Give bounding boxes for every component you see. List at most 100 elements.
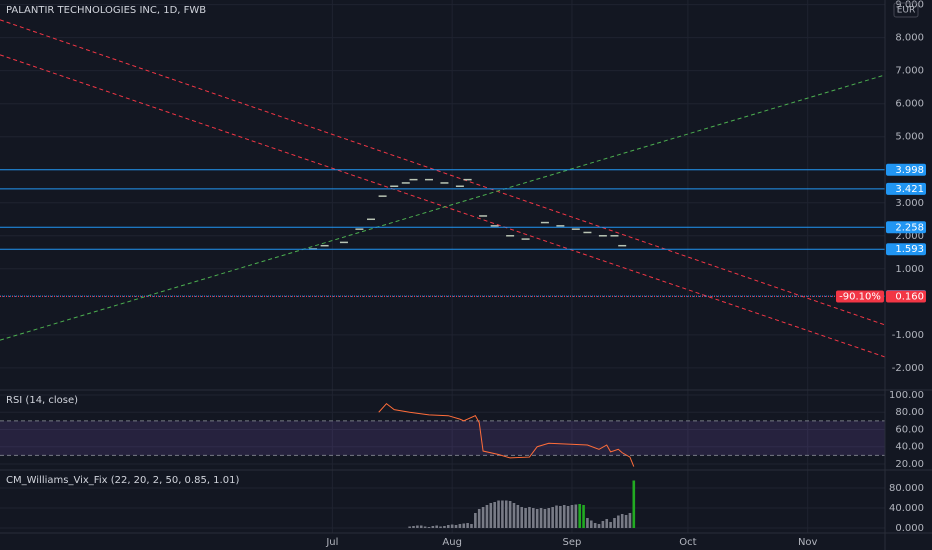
vix-bar — [574, 504, 578, 528]
vix-bar — [528, 507, 531, 528]
y-tick-label: 8.000 — [895, 33, 924, 44]
vix-bar — [462, 523, 466, 528]
vix-bar — [443, 526, 446, 528]
vix-bar — [543, 509, 547, 528]
vix-bar — [551, 507, 554, 528]
vix-bar — [419, 525, 423, 528]
rsi-band — [0, 420, 885, 456]
y-tick-label: 20.00 — [895, 459, 924, 470]
vix-bar — [628, 513, 632, 528]
y-tick-label: -2.000 — [892, 363, 924, 374]
vix-bar — [539, 508, 543, 528]
vix-bar — [493, 502, 496, 528]
vix-bar — [597, 524, 601, 528]
vix-bar — [481, 507, 485, 528]
vix-bar — [620, 514, 624, 528]
vix-bar — [466, 523, 469, 528]
level-label-box — [886, 182, 926, 195]
trend-line — [0, 54, 886, 358]
y-tick-label: 9.000 — [895, 0, 924, 11]
vix-bar — [435, 525, 439, 528]
y-tick-label: 3.000 — [895, 198, 924, 209]
vix-bar — [516, 505, 520, 528]
vix-bar — [547, 508, 551, 528]
vix-bar — [450, 524, 454, 528]
vix-bar — [601, 521, 605, 528]
vix-bar — [593, 523, 597, 528]
vix-bar — [408, 526, 411, 528]
vix-bar — [477, 509, 481, 528]
vix-bar — [535, 509, 539, 528]
level-label: 2.258 — [895, 222, 924, 233]
change-box — [836, 290, 884, 303]
vix-bar — [446, 525, 450, 528]
vix-bar — [497, 500, 500, 528]
currency: EUR — [897, 6, 916, 16]
x-tick-label: Aug — [442, 537, 462, 548]
vix-bar — [555, 505, 558, 528]
x-tick-label: Nov — [798, 537, 818, 548]
vix-bar — [582, 505, 585, 528]
x-tick-label: Oct — [679, 537, 696, 548]
vix-bar — [485, 505, 489, 528]
pane-title: PALANTIR TECHNOLOGIES INC, 1D, FWB — [6, 5, 206, 16]
pane-title: RSI (14, close) — [6, 395, 78, 406]
vix-bar — [470, 524, 473, 528]
y-tick-label: 7.000 — [895, 66, 924, 77]
vix-bar — [439, 526, 442, 528]
trend-line — [0, 19, 886, 326]
vix-bar — [589, 520, 593, 528]
vix-bar — [570, 505, 574, 528]
level-label: 3.998 — [895, 165, 924, 176]
vix-bar — [559, 506, 562, 528]
y-tick-label: 2.000 — [895, 231, 924, 242]
vix-bar — [427, 527, 431, 528]
vix-bar — [566, 506, 570, 528]
vix-bar — [512, 503, 516, 528]
vix-bar — [632, 480, 636, 528]
vix-bar — [520, 507, 524, 528]
vix-bar — [609, 522, 612, 528]
vix-bar — [412, 526, 415, 528]
vix-bar — [423, 526, 427, 528]
level-label-box — [886, 221, 926, 234]
vix-bar — [624, 515, 628, 528]
last-price-box — [886, 290, 926, 303]
level-label: 1.593 — [895, 244, 924, 255]
y-tick-label: 1.000 — [895, 264, 924, 275]
vix-bar — [508, 501, 512, 528]
rsi-line — [378, 402, 635, 467]
vix-bar — [489, 503, 493, 528]
vix-bar — [454, 525, 458, 528]
level-label-box — [886, 163, 926, 176]
y-tick-label: 40.000 — [889, 503, 924, 514]
level-label-box — [886, 243, 926, 256]
y-tick-label: 100.00 — [889, 390, 924, 401]
y-tick-label: -1.000 — [892, 330, 924, 341]
vix-bar — [617, 515, 620, 528]
y-tick-label: 40.00 — [895, 442, 924, 453]
vix-bar — [586, 518, 589, 528]
last-price-label: 0.160 — [895, 292, 924, 303]
vix-bar — [474, 513, 477, 528]
currency-box — [893, 2, 919, 18]
x-tick-label: Jul — [325, 537, 338, 548]
vix-bar — [524, 508, 527, 528]
vix-bar — [613, 518, 616, 528]
vix-bar — [562, 505, 566, 528]
vix-bar — [532, 508, 535, 528]
vix-bar — [504, 500, 508, 528]
y-tick-label: 60.00 — [895, 424, 924, 435]
x-tick-label: Sep — [563, 537, 582, 548]
y-tick-label: 0.000 — [895, 523, 924, 534]
vix-bar — [605, 519, 609, 528]
y-tick-label: 6.000 — [895, 99, 924, 110]
vix-bar — [416, 525, 419, 528]
vix-bar — [578, 504, 581, 528]
vix-bar — [458, 524, 462, 528]
change-label: -90.10% — [839, 292, 881, 303]
y-tick-label: 80.000 — [889, 483, 924, 494]
